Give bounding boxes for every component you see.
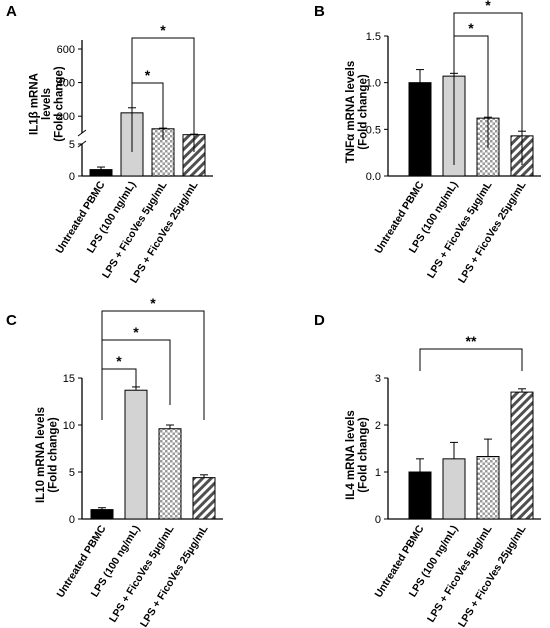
bar (408, 471, 432, 520)
bar (408, 82, 432, 177)
y-tick-label: 15 (63, 373, 75, 385)
y-axis-label: (Fold change) (357, 74, 369, 150)
bar (510, 391, 534, 520)
y-tick-label: 0 (69, 171, 75, 183)
y-axis-label: levels (41, 88, 53, 120)
significance-marker: * (116, 353, 122, 369)
significance-bracket (131, 37, 195, 152)
panel-letter: B (314, 3, 325, 20)
y-axis-label: IL1β mRNA (29, 73, 41, 135)
y-tick-label: 5 (69, 139, 75, 151)
y-tick-label: 400 (57, 78, 75, 90)
panel-a: A 0 5 200 400 600 IL1β mRNA levels (Fold change)… (6, 3, 213, 286)
y-axis-label: IL10 mRNA levels (35, 407, 47, 503)
y-axis-label: IL4 mRNA levels (345, 410, 357, 500)
x-category-label: LPS + FicoVes 25µg/mL (456, 523, 529, 628)
panel-letter: A (6, 3, 17, 20)
significance-bracket (101, 310, 205, 420)
bar (90, 509, 114, 520)
y-tick-label: 1.5 (366, 31, 381, 43)
y-tick-label: 10 (63, 420, 75, 432)
significance-marker: * (160, 22, 166, 38)
bar (89, 169, 113, 177)
significance-bracket (453, 12, 523, 165)
y-axis-label: TNFα mRNA levels (345, 61, 357, 164)
bar (442, 458, 466, 520)
significance-marker: * (485, 0, 491, 13)
x-category-label: LPS + FicoVes 25µg/mL (456, 179, 529, 286)
y-axis-label: (Fold change) (54, 66, 66, 142)
axis-break-mark (77, 129, 87, 137)
x-category-label: LPS + FicoVes 25µg/mL (138, 523, 211, 628)
y-axis-label: (Fold change) (357, 417, 369, 493)
significance-marker: * (133, 324, 139, 340)
y-tick-label: 0.5 (366, 124, 381, 136)
y-tick-label: 1 (375, 467, 381, 479)
y-tick-label: 1.0 (366, 78, 381, 90)
x-category-label: LPS + FicoVes 5µg/mL (425, 523, 495, 625)
y-tick-label: 0.0 (366, 171, 381, 183)
y-tick-label: 200 (57, 111, 75, 123)
significance-bracket (101, 368, 137, 390)
x-category-label: LPS + FicoVes 5µg/mL (425, 179, 495, 281)
significance-marker: * (145, 67, 151, 83)
significance-marker: * (150, 295, 156, 311)
x-category-label: LPS + FicoVes 5µg/mL (107, 523, 177, 625)
bar (192, 477, 216, 520)
panel-letter: C (6, 312, 17, 329)
significance-marker: * (468, 20, 474, 36)
y-tick-label: 0 (375, 514, 381, 526)
significance-bracket (419, 348, 523, 371)
y-tick-label: 5 (69, 467, 75, 479)
significance-marker: ** (466, 333, 477, 349)
bar (124, 389, 148, 520)
y-tick-label: 2 (375, 420, 381, 432)
y-axis-label: (Fold change) (47, 417, 59, 493)
bar (476, 455, 500, 520)
y-tick-label: 600 (57, 44, 75, 56)
panel-b: B 0.0 0.5 1.0 1.5 TNFα mRNA levels (Fold chang… (314, 0, 541, 286)
y-tick-label: 0 (69, 514, 75, 526)
y-tick-label: 3 (375, 373, 381, 385)
bar (158, 428, 182, 520)
panel-letter: D (314, 312, 325, 329)
